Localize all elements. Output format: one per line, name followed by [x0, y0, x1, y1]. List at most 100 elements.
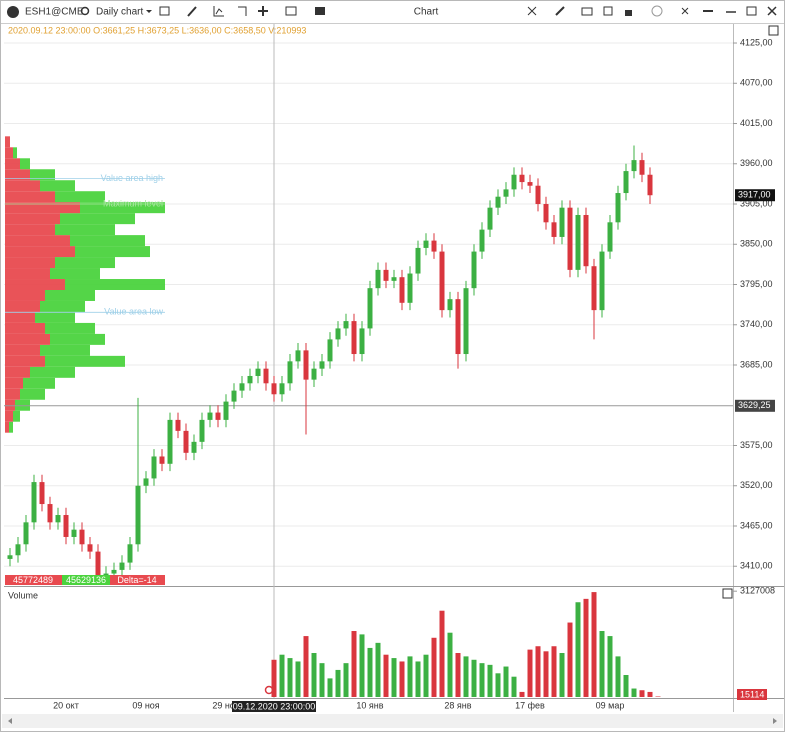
profile-sell	[5, 257, 55, 269]
profile-sell	[5, 180, 40, 192]
candle-body	[543, 204, 549, 223]
tool-icon[interactable]	[527, 6, 537, 16]
volume-bar	[447, 632, 453, 697]
profile-sell	[5, 289, 45, 301]
indicator-icon[interactable]	[213, 6, 224, 17]
camera-icon[interactable]	[581, 7, 593, 16]
candle-body	[215, 412, 221, 420]
volume-bar	[327, 678, 333, 697]
close-button[interactable]	[767, 6, 777, 16]
volume-bar	[431, 637, 437, 697]
volume-bar	[543, 651, 549, 697]
copy-icon[interactable]	[603, 6, 613, 16]
expand-button[interactable]	[768, 25, 779, 36]
candle-body	[247, 375, 253, 384]
volume-bar	[655, 696, 661, 697]
candle-body	[15, 544, 21, 556]
crosshair-icon[interactable]	[258, 6, 268, 16]
pane-close-button[interactable]	[722, 588, 733, 599]
candle-body	[383, 269, 389, 281]
profile-buy	[20, 158, 30, 170]
candle-body	[207, 412, 213, 420]
total-buy-box	[62, 575, 110, 585]
search-icon[interactable]	[80, 6, 90, 16]
link-icon[interactable]	[555, 6, 565, 16]
profile-buy	[55, 257, 115, 269]
volume-bar	[511, 676, 517, 697]
candle-body	[199, 419, 205, 442]
scrollbar[interactable]	[2, 714, 783, 728]
chart-type-icon[interactable]	[159, 6, 170, 16]
profile-buy	[30, 366, 75, 378]
volume-bar	[639, 690, 645, 697]
candle-body	[631, 160, 637, 172]
total-buy: 45629136	[66, 575, 106, 585]
candle-body	[7, 555, 13, 559]
settings-icon[interactable]	[681, 7, 689, 15]
panel-icon[interactable]	[315, 7, 325, 15]
y-tick-label: 3520,00	[740, 480, 773, 490]
volume-bar	[599, 631, 605, 697]
volume-bar	[423, 654, 429, 697]
maximize-button[interactable]	[746, 6, 757, 16]
y-tick-label: 3465,00	[740, 520, 773, 530]
candle-body	[47, 504, 53, 523]
volume-bar	[479, 663, 485, 697]
color-icon[interactable]	[651, 5, 663, 17]
candle-body	[255, 368, 261, 376]
profile-buy	[75, 246, 150, 258]
candle-body	[639, 160, 645, 175]
profile-sell	[5, 246, 75, 258]
candle-body	[455, 299, 461, 355]
candle-body	[287, 361, 293, 384]
profile-buy	[45, 355, 125, 367]
symbol[interactable]: ESH1@CME	[25, 7, 84, 18]
candle-body	[55, 515, 61, 523]
candle-body	[375, 269, 381, 289]
candle-body	[647, 174, 653, 196]
timeframe[interactable]: Daily chart	[96, 7, 143, 18]
volume-bar	[287, 658, 293, 697]
profile-buy	[30, 169, 55, 181]
volume-bar	[439, 610, 445, 697]
y-tick-label: 4015,00	[740, 118, 773, 128]
candle-body	[519, 174, 525, 183]
candle-body	[431, 240, 437, 252]
volume-bar	[375, 642, 381, 697]
candle-body	[399, 277, 405, 303]
value-area-label: Value area low	[104, 307, 163, 317]
lock-icon[interactable]	[625, 10, 632, 16]
candle-body	[351, 321, 357, 355]
y-tick-label: 4125,00	[740, 37, 773, 47]
volume-bar	[455, 653, 461, 697]
candle-body	[159, 456, 165, 464]
candle-body	[471, 251, 477, 289]
draw-icon[interactable]	[187, 6, 197, 17]
volume-bar	[399, 661, 405, 697]
volume-bar	[519, 691, 525, 697]
candle-body	[551, 222, 557, 237]
candle-body	[415, 247, 421, 274]
candle-body	[591, 266, 597, 311]
volume-bar	[607, 636, 613, 697]
price-marker	[735, 399, 775, 412]
candle-body	[183, 430, 189, 453]
candle-body	[95, 551, 101, 578]
volume-bar	[583, 598, 589, 697]
candle-body	[111, 569, 117, 574]
volume-bar	[591, 592, 597, 697]
profile-buy	[55, 191, 105, 203]
profile-buy	[13, 147, 17, 159]
profile-sell	[5, 224, 55, 236]
volume-bar	[335, 669, 341, 697]
profile-sell	[5, 410, 13, 422]
volume-bar	[391, 658, 397, 697]
candle-body	[439, 251, 445, 311]
crosshair-dot	[264, 685, 274, 695]
profile-buy	[23, 377, 55, 389]
layout-icon[interactable]	[285, 6, 297, 16]
app-icon[interactable]	[7, 6, 19, 18]
dropdown-icon[interactable]	[146, 10, 152, 13]
profile-sell	[5, 279, 65, 290]
template-icon[interactable]	[238, 6, 247, 16]
